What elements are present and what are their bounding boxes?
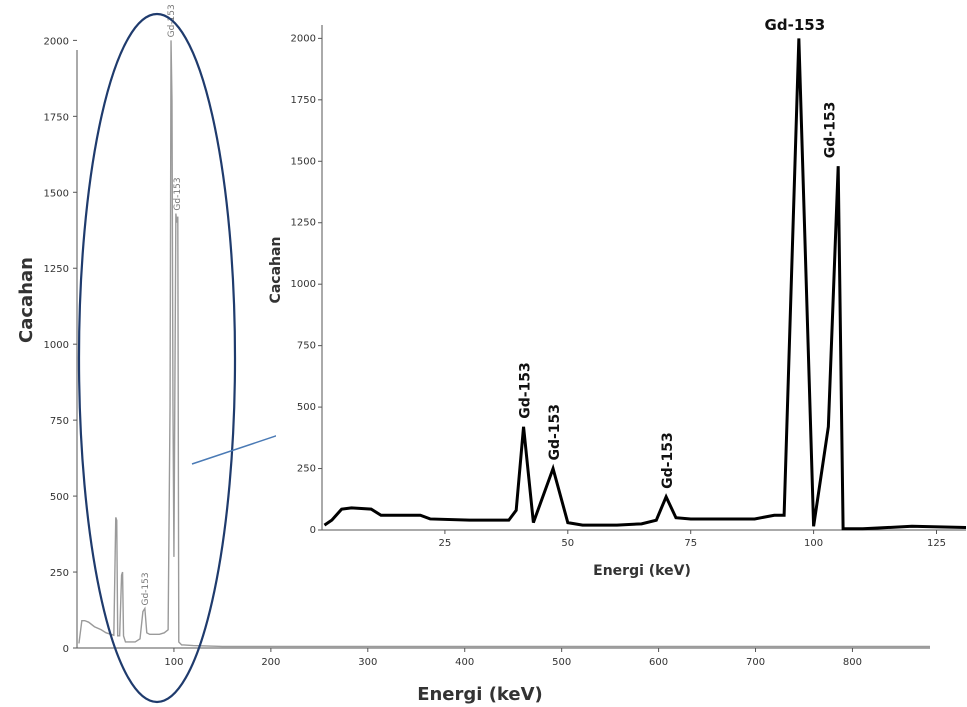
- y-tick-label: 1250: [44, 264, 69, 275]
- highlight-ellipse: [77, 12, 237, 704]
- inset-spectrum-series-line: [323, 38, 967, 531]
- inset-x-tick-label: 50: [561, 538, 574, 549]
- inset-peak-label: Gd-153: [822, 102, 838, 159]
- x-tick-label: 400: [455, 657, 474, 668]
- inset-y-tick-label: 2000: [291, 33, 316, 44]
- y-tick-label: 1750: [44, 112, 69, 123]
- x-tick-label: 100: [164, 657, 183, 668]
- y-axis-title: Cacahan: [16, 257, 37, 343]
- inset-y-tick-label: 250: [297, 464, 316, 475]
- inset-y-tick-label: 1000: [291, 279, 316, 290]
- inset-peak-label: Gd-153: [547, 404, 563, 461]
- inset-peak-label: Gd-153: [518, 362, 534, 419]
- inset-y-tick-label: 1500: [291, 156, 316, 167]
- x-axis-title: Energi (keV): [417, 684, 543, 705]
- inset-x-tick-label: 25: [439, 538, 452, 549]
- inset-y-tick-label: 500: [297, 402, 316, 413]
- x-tick-label: 300: [358, 657, 377, 668]
- spectrum-series-line: [78, 40, 930, 648]
- inset-peak-label: Gd-153: [765, 16, 826, 34]
- y-tick-label: 0: [63, 644, 69, 655]
- y-tick-label: 1000: [44, 340, 69, 351]
- inset-y-tick-label: 1750: [291, 95, 316, 106]
- x-tick-label: 700: [746, 657, 765, 668]
- y-tick-label: 750: [50, 416, 69, 427]
- inset-x-axis-title: Energi (keV): [593, 563, 691, 579]
- inset-x-tick-label: 125: [927, 538, 946, 549]
- y-tick-label: 500: [50, 492, 69, 503]
- x-tick-label: 200: [261, 657, 280, 668]
- inset-y-tick-label: 0: [310, 525, 316, 536]
- inset-x-tick-label: 100: [804, 538, 823, 549]
- x-tick-label: 500: [552, 657, 571, 668]
- inset-y-tick-label: 750: [297, 341, 316, 352]
- x-tick-label: 600: [649, 657, 668, 668]
- inset-y-axis-title: Cacahan: [268, 237, 284, 304]
- inset-x-tick-label: 75: [684, 538, 697, 549]
- y-tick-label: 1500: [44, 188, 69, 199]
- inset-background: [276, 14, 966, 584]
- y-tick-label: 250: [50, 568, 69, 579]
- peak-label: Gd-153: [173, 177, 183, 210]
- peak-label: Gd-153: [141, 572, 151, 605]
- y-tick-label: 2000: [44, 36, 69, 47]
- inset-peak-label: Gd-153: [660, 432, 676, 489]
- inset-y-tick-label: 1250: [291, 218, 316, 229]
- x-tick-label: 800: [843, 657, 862, 668]
